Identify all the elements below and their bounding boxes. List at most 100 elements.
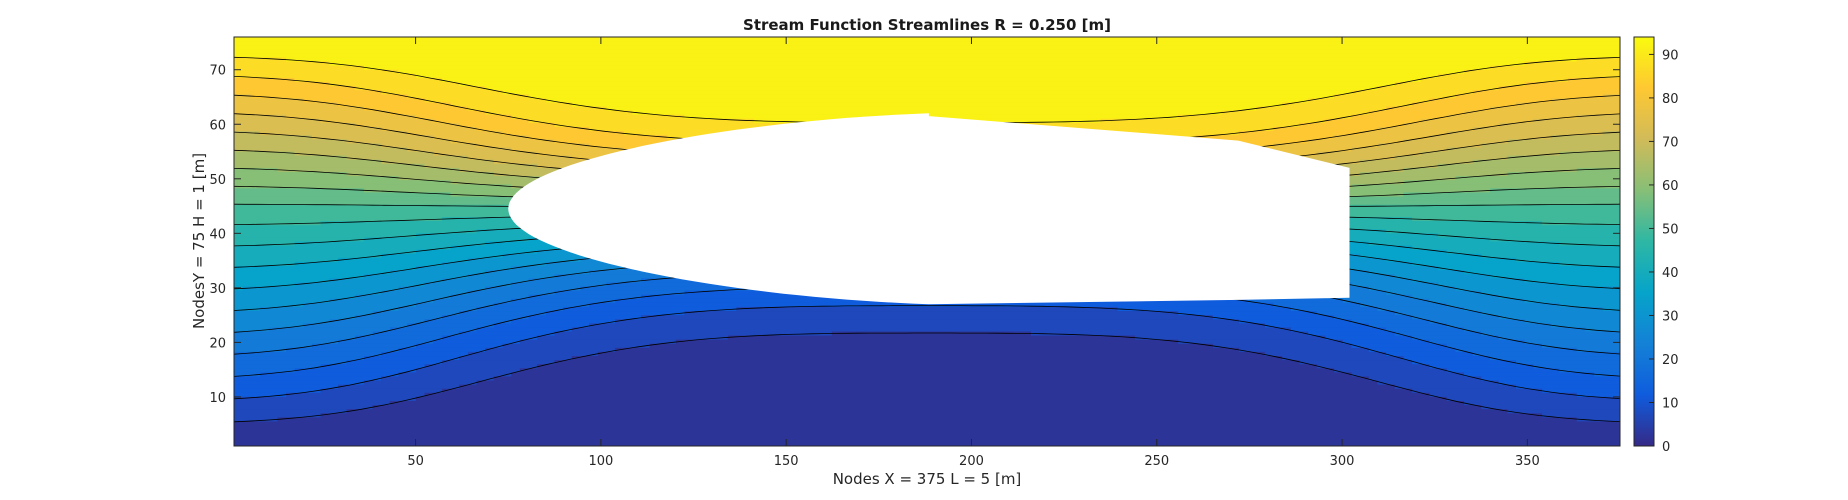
contour-band-cell xyxy=(1559,241,1620,247)
contour-band-cell xyxy=(528,94,1335,99)
contour-band-cell xyxy=(1576,417,1620,423)
contour-band-cell xyxy=(1446,343,1543,349)
contour-band-cell xyxy=(1316,176,1457,181)
contour-band-cell xyxy=(511,298,616,304)
contour-band-cell xyxy=(441,261,547,267)
contour-band-cell xyxy=(1542,343,1620,349)
contour-band-cell xyxy=(294,368,417,373)
contour-band-cell xyxy=(467,155,573,161)
contour-band-cell xyxy=(234,192,452,198)
contour-band-cell xyxy=(1221,110,1370,116)
contour-band-cell xyxy=(355,86,486,91)
contour-band-cell xyxy=(1264,233,1439,239)
x-tick-label: 150 xyxy=(774,454,799,469)
contour-band-cell xyxy=(234,282,296,288)
contour-band-cell xyxy=(234,61,330,67)
contour-band-cell xyxy=(1316,311,1396,316)
contour-band-cell xyxy=(1446,368,1560,373)
contour-band-cell xyxy=(415,266,512,271)
contour-band-cell xyxy=(234,204,564,210)
contour-band-cell xyxy=(589,323,1266,328)
contour-band-cell xyxy=(675,339,1179,345)
contour-band-cell xyxy=(234,188,365,194)
contour-band-cell xyxy=(1230,147,1353,153)
contour-band-cell xyxy=(234,437,1620,443)
contour-band-cell xyxy=(234,98,304,104)
contour-band-cell xyxy=(1481,311,1620,316)
contour-band-cell xyxy=(1602,131,1620,136)
contour-band-cell xyxy=(545,261,677,267)
contour-band-cell xyxy=(1290,327,1387,333)
contour-band-cell xyxy=(459,311,547,316)
contour-band-cell xyxy=(234,278,330,283)
chart-title: Stream Function Streamlines R = 0.250 [m… xyxy=(743,16,1111,34)
contour-band-cell xyxy=(1498,335,1620,341)
contour-band-cell xyxy=(1342,298,1431,304)
contour-line xyxy=(234,332,1620,423)
contour-band-cell xyxy=(1490,356,1620,361)
contour-band-cell xyxy=(1602,306,1620,312)
contour-band-cell xyxy=(1334,315,1413,320)
contour-band-cell xyxy=(1212,212,1620,218)
contour-band-cell xyxy=(1360,159,1474,165)
x-tick-label: 200 xyxy=(959,454,984,469)
contour-band-cell xyxy=(1516,384,1620,390)
contour-band-cell xyxy=(1524,61,1620,67)
contour-band-cell xyxy=(355,294,452,300)
contour-band-cell xyxy=(1412,315,1500,320)
contour-band-cell xyxy=(259,131,408,136)
contour-band-cell xyxy=(1429,339,1526,345)
contour-band-cell xyxy=(1412,335,1500,341)
contour-band-cell xyxy=(1585,327,1620,333)
contour-band-cell xyxy=(1498,380,1620,386)
contour-band-cell xyxy=(234,417,278,423)
contour-band-cell xyxy=(234,302,304,308)
contour-band-cell xyxy=(1446,147,1620,153)
contour-band-cell xyxy=(398,69,1465,75)
contour-band-cell xyxy=(424,364,538,369)
contour-band-cell xyxy=(234,135,313,140)
contour-band-cell xyxy=(234,290,382,296)
contour-band-cell xyxy=(234,49,1620,54)
contour-band-cell xyxy=(1368,376,1482,382)
contour-band-cell xyxy=(424,98,547,104)
contour-band-cell xyxy=(1516,102,1620,108)
contour-band-cell xyxy=(528,135,668,140)
contour-band-cell xyxy=(234,339,339,345)
contour-band-cell xyxy=(1316,151,1422,157)
contour-band-cell xyxy=(1446,396,1620,402)
contour-band-cell xyxy=(320,118,434,124)
contour-band-cell xyxy=(1542,413,1620,418)
contour-band-cell xyxy=(441,77,1422,83)
contour-band-cell xyxy=(1464,306,1604,312)
contour-band-cell xyxy=(303,323,408,328)
contour-band-cell xyxy=(294,151,434,157)
contour-band-cell xyxy=(234,405,374,410)
contour-band-cell xyxy=(1481,405,1620,410)
contour-band-cell xyxy=(234,343,313,349)
contour-band-cell xyxy=(1412,216,1620,222)
y-tick-label: 30 xyxy=(209,282,226,297)
contour-band-cell xyxy=(1464,401,1620,406)
contour-band-cell xyxy=(1264,323,1370,328)
contour-band-cell xyxy=(234,323,304,328)
contour-band-cell xyxy=(571,356,1283,361)
contour-band-cell xyxy=(1446,114,1578,120)
contour-band-cell xyxy=(1576,167,1620,173)
x-axis-label: Nodes X = 375 L = 5 [m] xyxy=(833,470,1022,488)
contour-band-cell xyxy=(467,257,582,263)
contour-band-cell xyxy=(268,327,391,333)
contour-band-cell xyxy=(294,261,443,267)
contour-band-cell xyxy=(649,343,1214,349)
contour-band-cell xyxy=(467,274,556,279)
contour-band-cell xyxy=(234,122,356,128)
contour-band-cell xyxy=(1195,135,1335,140)
contour-band-cell xyxy=(1351,90,1474,95)
contour-band-cell xyxy=(1351,114,1448,120)
contour-band-cell xyxy=(234,425,1620,431)
contour-band-cell xyxy=(1308,98,1431,104)
contour-band-cell xyxy=(485,286,582,292)
contour-band-cell xyxy=(1446,249,1620,255)
contour-band-cell xyxy=(346,409,1508,414)
